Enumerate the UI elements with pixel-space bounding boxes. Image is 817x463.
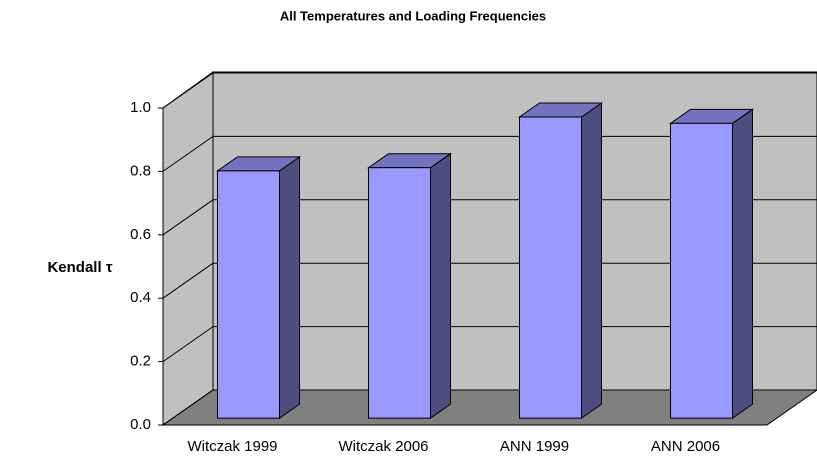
y-tick-label: 0.8 xyxy=(130,162,151,179)
grid-line xyxy=(162,135,214,172)
bar xyxy=(519,116,582,419)
grid-line xyxy=(162,326,214,363)
bar-side xyxy=(430,152,451,420)
y-tick-label: 1.0 xyxy=(130,99,151,116)
chart-title: All Temperatures and Loading Frequencies xyxy=(280,8,546,23)
y-tick-label: 0.2 xyxy=(130,353,151,370)
grid-line xyxy=(162,199,214,236)
y-tick-label: 0.4 xyxy=(130,289,151,306)
bar-side xyxy=(732,108,753,420)
y-axis-label: Kendall τ xyxy=(47,259,112,276)
bar xyxy=(217,170,280,419)
bar-side xyxy=(279,155,300,420)
y-tick-label: 0.6 xyxy=(130,226,151,243)
grid-line xyxy=(162,72,214,109)
grid-line xyxy=(162,262,214,299)
x-tick-label: ANN 2006 xyxy=(651,438,720,455)
y-tick-label: 0.0 xyxy=(130,416,151,433)
x-tick-label: Witczak 1999 xyxy=(187,438,277,455)
x-tick-label: ANN 1999 xyxy=(500,438,569,455)
bar xyxy=(670,122,733,419)
bar xyxy=(368,167,431,419)
x-tick-label: Witczak 2006 xyxy=(338,438,428,455)
bar-side xyxy=(581,102,602,420)
side-wall xyxy=(162,71,214,426)
grid-line xyxy=(162,389,214,426)
